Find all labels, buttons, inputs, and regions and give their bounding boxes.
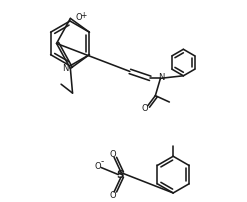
Text: N: N — [158, 73, 165, 82]
Text: O: O — [141, 104, 148, 113]
Text: +: + — [80, 11, 86, 20]
Text: O: O — [95, 162, 101, 171]
Text: O: O — [109, 190, 116, 200]
Text: -: - — [100, 157, 103, 166]
Text: O: O — [109, 150, 116, 159]
Text: N: N — [62, 64, 68, 74]
Text: O: O — [76, 13, 82, 22]
Text: S: S — [117, 170, 124, 180]
